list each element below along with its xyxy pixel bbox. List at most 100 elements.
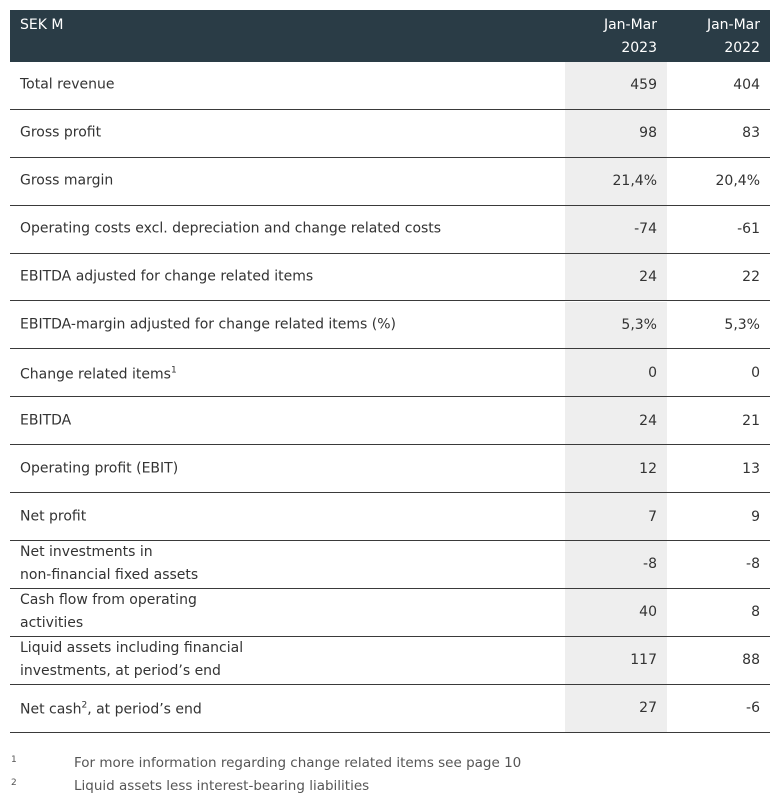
cell-value: 88 <box>742 652 760 669</box>
footnote-text: For more information regarding change re… <box>74 755 522 771</box>
table-row: Total revenue 459 404 <box>10 62 770 110</box>
footnote-mark: 2 <box>11 778 17 788</box>
label-line: Operating costs excl. depreciation and c… <box>20 218 441 241</box>
label-text: EBITDA adjusted for change related items <box>20 268 314 285</box>
label-line: investments, at period’s end <box>20 660 243 683</box>
cell-value: 40 <box>639 604 657 621</box>
shade <box>565 157 667 205</box>
cell-value: 21 <box>742 412 760 429</box>
cell-value: 20,4% <box>715 173 760 190</box>
cell-value: 24 <box>639 269 657 286</box>
cell-value: 98 <box>639 125 657 142</box>
shade <box>565 253 667 301</box>
label-line: activities <box>20 612 197 635</box>
label-text: Liquid assets including financial <box>20 640 244 657</box>
row-label: Gross margin <box>20 170 113 193</box>
row-label: Net cash2, at period’s end <box>20 695 202 722</box>
table-row: Liquid assets including financial investm… <box>10 636 770 685</box>
label-line: EBITDA adjusted for change related items <box>20 266 313 289</box>
footnote-ref: 2 <box>81 700 88 711</box>
cell-value: 0 <box>648 364 657 381</box>
cell-value: -6 <box>746 700 760 717</box>
label-line: EBITDA <box>20 409 71 432</box>
row-label: EBITDA-margin adjusted for change relate… <box>20 313 396 336</box>
label-line: Total revenue <box>20 74 114 97</box>
row-label: Liquid assets including financial investm… <box>20 637 243 683</box>
cell-value: 459 <box>630 77 657 94</box>
label-text: activities <box>20 615 84 632</box>
table-row: EBITDA-margin adjusted for change relate… <box>10 301 770 350</box>
table-row: Net investments in non-financial fixed as… <box>10 541 770 589</box>
label-line: Change related items1 <box>20 360 177 387</box>
label-text: non-financial fixed assets <box>20 567 199 584</box>
cell-value: -8 <box>746 556 760 573</box>
row-label: EBITDA <box>20 409 71 432</box>
label-text: Net cash <box>20 701 82 718</box>
row-label: Change related items1 <box>20 360 177 387</box>
table-row: EBITDA 24 21 <box>10 397 770 446</box>
cell-value: 8 <box>751 604 760 621</box>
row-label: Cash flow from operating activities <box>20 589 197 635</box>
table-row: Net cash2, at period’s end 27 -6 <box>10 684 770 733</box>
cell-value: 24 <box>639 412 657 429</box>
label-line: Cash flow from operating <box>20 589 197 612</box>
table-row: Cash flow from operating activities 40 8 <box>10 588 770 637</box>
column-header-line: 2022 <box>724 40 760 56</box>
shade <box>565 684 667 732</box>
label-text: investments, at period’s end <box>20 663 221 680</box>
label-text: Net profit <box>20 508 87 525</box>
shade <box>565 636 667 684</box>
label-line: Net profit <box>20 505 86 528</box>
cell-value: 9 <box>751 508 760 525</box>
footnote-text: Liquid assets less interest-bearing liab… <box>74 778 370 794</box>
label-text: , at period’s end <box>87 701 202 718</box>
label-line: Gross margin <box>20 170 113 193</box>
cell-value: -8 <box>643 556 657 573</box>
shade <box>565 62 667 109</box>
footnote-mark: 1 <box>11 755 17 765</box>
table-row: Net profit 7 9 <box>10 493 770 541</box>
column-header: Jan-Mar 2022 <box>707 14 760 60</box>
cell-value: 13 <box>742 460 760 477</box>
table-row: Gross margin 21,4% 20,4% <box>10 157 770 206</box>
cell-value: 404 <box>733 77 760 94</box>
column-header-line: Jan-Mar <box>706 17 760 33</box>
shade <box>565 349 667 397</box>
label-line: Net cash2, at period’s end <box>20 695 202 722</box>
shade <box>565 397 667 445</box>
table-row: Operating profit (EBIT) 12 13 <box>10 445 770 494</box>
label-line: non-financial fixed assets <box>20 564 198 587</box>
shade <box>565 588 667 636</box>
row-label: Gross profit <box>20 122 101 145</box>
label-text: Change related items <box>20 366 171 383</box>
cell-value: 5,3% <box>621 316 657 333</box>
cell-value: 117 <box>630 652 657 669</box>
header-label: SEK M <box>20 17 64 33</box>
row-label: Net profit <box>20 505 86 528</box>
row-label: Operating profit (EBIT) <box>20 457 178 480</box>
shade <box>565 493 667 540</box>
label-line: Net investments in <box>20 541 198 564</box>
cell-value: 5,3% <box>724 316 760 333</box>
cell-value: 7 <box>648 508 657 525</box>
column-header: Jan-Mar 2023 <box>604 14 657 60</box>
cell-value: -61 <box>737 221 760 238</box>
label-text: Total revenue <box>20 76 115 93</box>
row-label: Net investments in non-financial fixed as… <box>20 541 198 587</box>
cell-value: 27 <box>639 700 657 717</box>
cell-value: 12 <box>639 460 657 477</box>
label-line: Gross profit <box>20 122 101 145</box>
label-line: EBITDA-margin adjusted for change relate… <box>20 313 396 336</box>
shade <box>565 109 667 157</box>
row-label: Total revenue <box>20 74 114 97</box>
shade <box>565 541 667 588</box>
label-text: EBITDA <box>20 412 72 429</box>
cell-value: 83 <box>742 125 760 142</box>
column-header-line: 2023 <box>621 40 657 56</box>
cell-value: 22 <box>742 269 760 286</box>
cell-value: -74 <box>634 221 657 238</box>
row-label: EBITDA adjusted for change related items <box>20 266 313 289</box>
label-text: EBITDA-margin adjusted for change relate… <box>20 316 397 333</box>
label-line: Liquid assets including financial <box>20 637 243 660</box>
